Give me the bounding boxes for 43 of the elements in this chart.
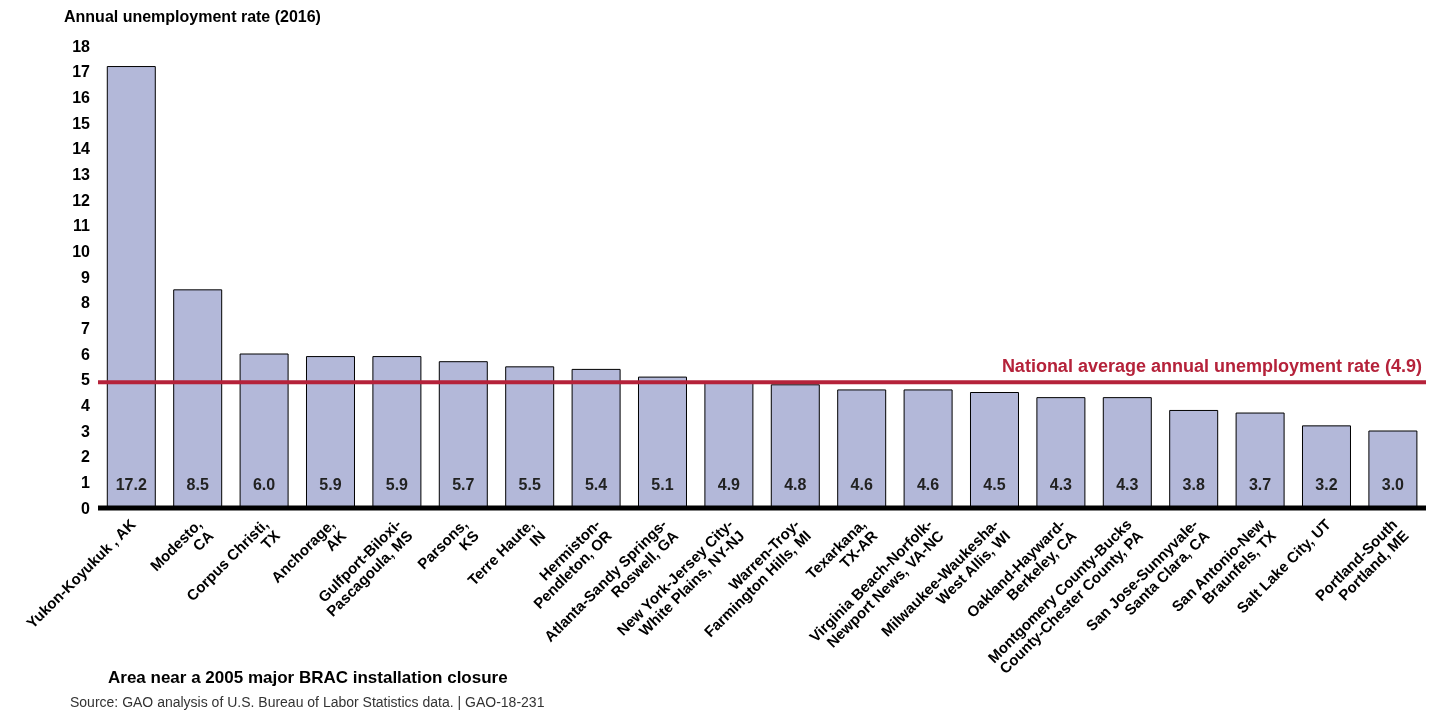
y-tick-label: 12 <box>72 191 91 209</box>
y-axis-title: Annual unemployment rate (2016) <box>64 8 321 26</box>
y-tick-label: 3 <box>81 422 91 440</box>
data-label: 4.8 <box>784 476 807 493</box>
y-tick-label: 14 <box>72 140 91 158</box>
y-tick-label: 4 <box>81 397 91 415</box>
ref-line-label: National average annual unemployment rate (4.9) <box>1001 356 1422 377</box>
data-label: 4.9 <box>717 476 741 493</box>
source-note: Source: GAO analysis of U.S. Bureau of Labor Statistics data. | GAO-18-231 <box>70 694 545 710</box>
y-tick-label: 0 <box>81 499 91 517</box>
data-label: 4.6 <box>916 476 940 493</box>
data-label: 3.2 <box>1315 476 1338 493</box>
y-tick-label: 6 <box>81 345 91 363</box>
y-tick-label: 13 <box>72 166 91 184</box>
data-label: 3.7 <box>1248 476 1272 493</box>
y-tick-label: 18 <box>72 37 91 55</box>
data-label: 5.5 <box>518 476 541 493</box>
y-tick-label: 17 <box>72 63 91 81</box>
y-tick-label: 5 <box>81 371 91 389</box>
data-label: 3.8 <box>1182 476 1205 493</box>
y-tick-label: 9 <box>81 268 91 286</box>
data-label: 5.9 <box>385 476 409 493</box>
y-tick-label: 15 <box>72 114 91 132</box>
data-label: 5.1 <box>651 476 674 493</box>
data-label: 6.0 <box>252 476 276 493</box>
y-tick-label: 16 <box>72 89 91 107</box>
data-label: 4.5 <box>983 476 1006 493</box>
y-tick-label: 11 <box>73 217 91 235</box>
data-label: 5.4 <box>584 476 608 493</box>
x-axis-title: Area near a 2005 major BRAC installation closure <box>108 668 508 688</box>
data-label: 5.7 <box>452 476 475 493</box>
data-label: 4.3 <box>1116 476 1139 493</box>
data-label: 3.0 <box>1381 476 1405 493</box>
y-tick-label: 8 <box>81 294 91 312</box>
data-label: 4.6 <box>850 476 873 493</box>
data-label: 5.9 <box>319 476 342 493</box>
data-label: 17.2 <box>115 476 147 493</box>
y-tick-label: 7 <box>81 320 91 338</box>
y-tick-label: 1 <box>81 474 91 492</box>
data-label: 4.3 <box>1049 476 1073 493</box>
data-label: 8.5 <box>186 476 209 493</box>
y-tick-label: 2 <box>81 448 91 466</box>
y-tick-label: 10 <box>72 243 91 261</box>
